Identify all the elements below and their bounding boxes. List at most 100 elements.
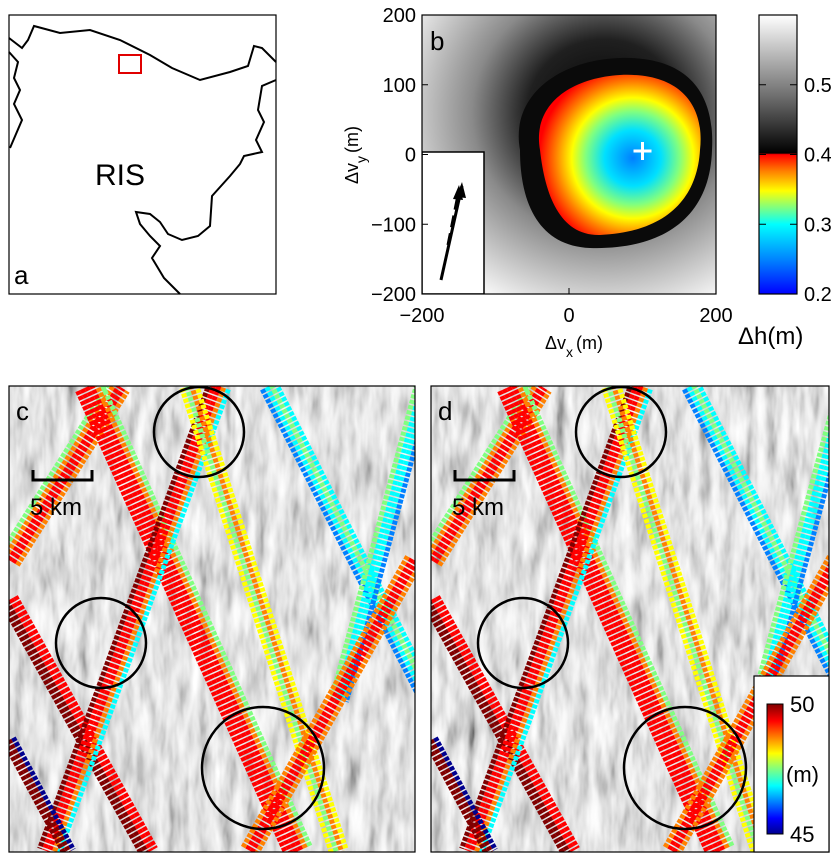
track-line <box>99 386 313 848</box>
colorbar-tick-label: 0.3 <box>804 214 831 236</box>
track-line <box>501 388 716 852</box>
track-line <box>611 386 766 852</box>
panel-c-map: 5 km c <box>8 385 416 853</box>
colorbar-tick-label: 0.5 <box>804 75 831 97</box>
track-line <box>260 388 415 695</box>
panel-a-letter: a <box>14 260 29 290</box>
colorbar-label: Δh(m) <box>738 323 803 350</box>
track-line <box>240 555 410 850</box>
track-line <box>249 560 415 852</box>
track-line <box>521 386 735 848</box>
ice-shelf-outline <box>8 24 277 295</box>
track-line <box>84 386 299 852</box>
track-line <box>11 736 76 851</box>
y-axis-label: Δvy(m) <box>342 126 369 184</box>
y-tick-label: 100 <box>383 75 416 97</box>
misfit-minimum-region <box>538 74 701 236</box>
track-line <box>473 386 649 852</box>
elevation-colorbar-tick-label: 45 <box>790 822 814 847</box>
track-line <box>606 386 761 852</box>
scale-label: 5 km <box>30 494 82 521</box>
panel-c-frame <box>8 385 416 853</box>
track-line <box>431 610 566 852</box>
track-line <box>329 386 415 699</box>
track-line <box>751 410 829 699</box>
track-line <box>497 390 711 852</box>
track-line <box>686 386 829 668</box>
track-line <box>9 738 72 852</box>
x-tick-label: −200 <box>399 305 444 327</box>
track-line <box>431 738 494 852</box>
colorbar-tick-label: 0.2 <box>804 284 831 306</box>
crossover-circle-3 <box>622 705 748 831</box>
track-line <box>468 386 644 852</box>
track-line <box>433 736 498 851</box>
track-line <box>690 386 829 657</box>
panel-a-frame <box>8 14 277 295</box>
panel-b-letter: b <box>430 26 444 56</box>
track-line <box>194 386 349 851</box>
crossover-circle-2 <box>54 596 148 690</box>
track-line <box>616 386 771 851</box>
crossover-circle-2 <box>476 596 570 690</box>
panel-d-letter: d <box>438 396 452 426</box>
track-line <box>756 429 829 700</box>
panel-d-map: 5 km d 50 45 (m) <box>430 385 830 853</box>
elevation-colorbar-tick-label: 50 <box>790 692 814 717</box>
track-line <box>765 467 829 703</box>
inset-arrowhead-2 <box>453 185 463 200</box>
track-line <box>37 386 212 850</box>
x-tick-label: 200 <box>699 305 732 327</box>
track-line <box>343 438 415 703</box>
track-line <box>9 745 67 852</box>
panel-a-map: RIS a <box>8 14 277 295</box>
track-line <box>79 388 294 852</box>
y-tick-label: 200 <box>383 5 416 27</box>
track-line <box>431 745 489 852</box>
elevation-colorbar <box>766 703 784 835</box>
track-line <box>506 386 722 852</box>
track-line <box>13 595 158 850</box>
track-line <box>188 386 344 852</box>
track-line <box>51 386 227 852</box>
panel-d-frame <box>430 385 830 853</box>
region-label: RIS <box>95 159 145 192</box>
track-line <box>184 386 339 852</box>
y-tick-label: −200 <box>371 284 416 306</box>
track-line <box>274 386 415 662</box>
scale-label: 5 km <box>452 494 504 521</box>
track-line <box>431 600 572 852</box>
y-tick-label: 0 <box>405 145 416 167</box>
track-line <box>601 387 756 852</box>
study-area-box <box>118 54 142 74</box>
track-line <box>431 597 576 852</box>
scale-bar <box>31 470 94 482</box>
track-line <box>9 610 144 852</box>
track-line <box>94 386 309 850</box>
colorbar-tick-label: 0.4 <box>804 145 831 167</box>
track-line <box>9 597 154 852</box>
inset-vector-solid <box>439 185 464 281</box>
track-line <box>431 386 539 556</box>
track-line <box>435 595 580 850</box>
track-line <box>463 386 639 852</box>
track-line <box>662 555 829 850</box>
track-line <box>696 386 829 646</box>
track-line <box>268 386 415 673</box>
track-line <box>478 388 653 852</box>
track-line <box>459 386 634 850</box>
track-line <box>264 386 415 684</box>
crossover-circle-1 <box>574 385 668 479</box>
panel-b-heatmap: −200 0 200 200 100 0 −100 −200 b Δvx (m) Δvy(m)… <box>342 5 831 360</box>
track-line <box>179 387 334 852</box>
track-line <box>666 562 829 852</box>
panel-c-letter: c <box>16 396 29 426</box>
crossover-circle-1 <box>152 385 246 479</box>
x-tick-label: 0 <box>563 305 574 327</box>
elevation-colorbar-unit: (m) <box>786 762 819 787</box>
track-line <box>9 386 117 556</box>
minimum-marker <box>633 142 652 161</box>
track-line <box>334 400 415 700</box>
track-line <box>9 600 149 852</box>
